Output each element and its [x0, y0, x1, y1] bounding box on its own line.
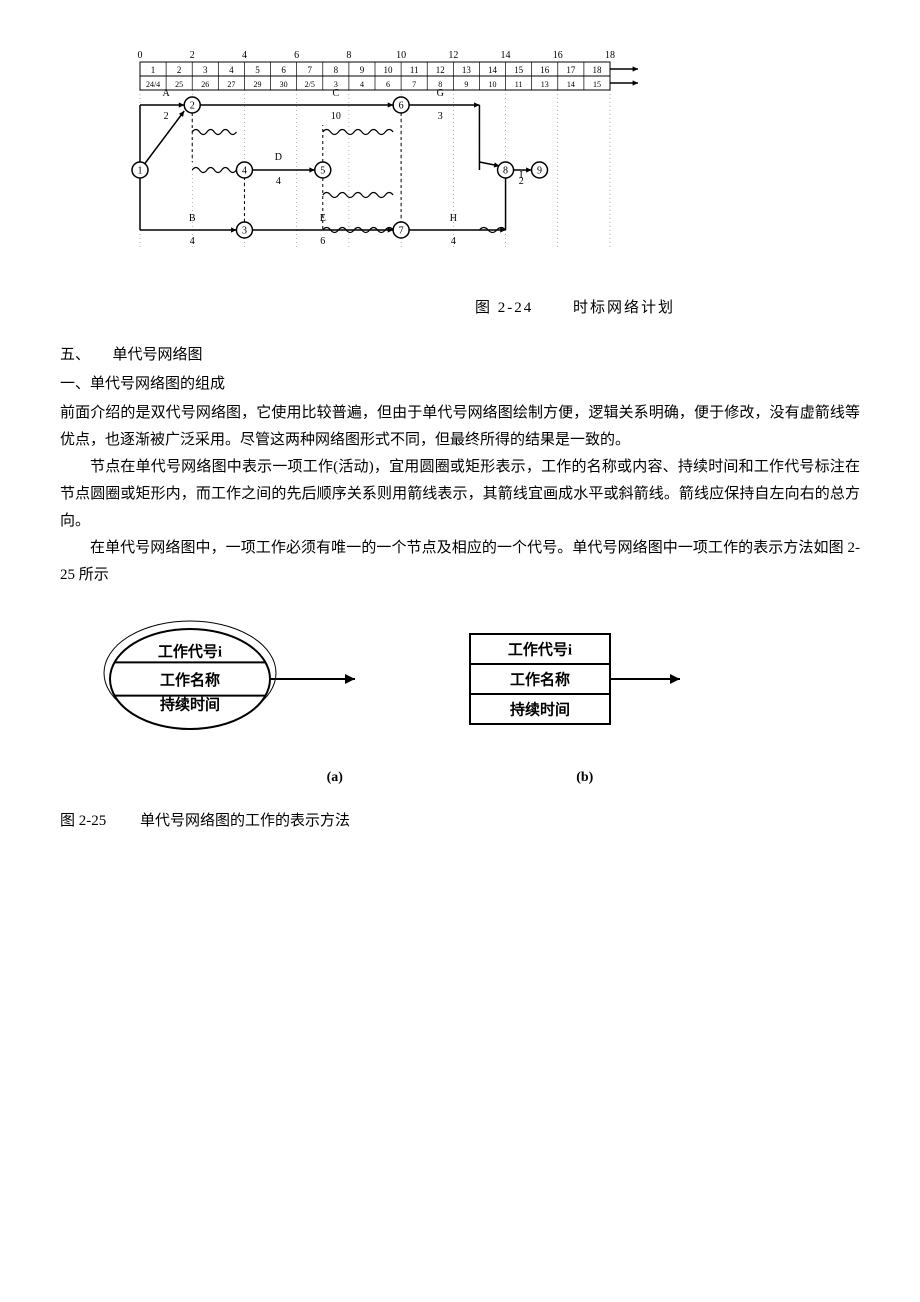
fig224-caption-prefix: 图 2-24: [475, 300, 533, 316]
fig224-svg: 0246810121416181234567891011121314151617…: [120, 50, 650, 285]
svg-text:29: 29: [254, 80, 262, 89]
svg-text:工作名称: 工作名称: [160, 671, 220, 689]
svg-text:3: 3: [242, 226, 247, 237]
svg-text:12: 12: [436, 65, 445, 75]
fig225-svg: 工作代号i 工作名称持续时间 工作代号i 工作名称持续时间: [60, 599, 680, 759]
svg-text:14: 14: [501, 50, 511, 61]
svg-text:18: 18: [605, 50, 615, 61]
svg-text:G: G: [437, 88, 444, 99]
svg-text:4: 4: [190, 236, 195, 247]
svg-text:2: 2: [190, 50, 195, 61]
svg-text:6: 6: [399, 101, 404, 112]
svg-text:2/5: 2/5: [305, 80, 315, 89]
svg-text:6: 6: [320, 236, 325, 247]
svg-text:10: 10: [331, 111, 341, 122]
svg-text:工作代号i: 工作代号i: [158, 642, 222, 660]
svg-text:9: 9: [537, 166, 542, 177]
svg-text:27: 27: [227, 80, 235, 89]
svg-text:4: 4: [229, 65, 234, 75]
fig224-caption: 图 2-24 时标网络计划: [290, 295, 860, 322]
svg-text:11: 11: [515, 80, 523, 89]
svg-text:工作代号i: 工作代号i: [508, 640, 572, 658]
fig225-caption-title: 单代号网络图的工作的表示方法: [140, 813, 350, 829]
svg-text:4: 4: [242, 50, 247, 61]
svg-text:16: 16: [540, 65, 550, 75]
heading-one: 一、单代号网络图的组成: [60, 371, 860, 398]
svg-text:6: 6: [294, 50, 299, 61]
svg-text:13: 13: [462, 65, 472, 75]
heading-five: 五、 单代号网络图: [60, 342, 860, 369]
svg-text:18: 18: [592, 65, 602, 75]
svg-text:10: 10: [396, 50, 406, 61]
svg-text:30: 30: [280, 80, 288, 89]
svg-text:2: 2: [519, 176, 524, 187]
fig224-caption-title: 时标网络计划: [573, 300, 675, 316]
figure-2-25: 工作代号i 工作名称持续时间 工作代号i 工作名称持续时间 (a) (b): [60, 599, 860, 790]
svg-text:17: 17: [566, 65, 576, 75]
svg-text:8: 8: [334, 65, 339, 75]
svg-text:4: 4: [242, 166, 247, 177]
svg-text:14: 14: [567, 80, 575, 89]
svg-text:7: 7: [412, 80, 416, 89]
svg-text:工作名称: 工作名称: [510, 670, 570, 688]
svg-text:6: 6: [386, 80, 390, 89]
svg-text:12: 12: [448, 50, 458, 61]
svg-text:9: 9: [360, 65, 365, 75]
svg-text:持续时间: 持续时间: [510, 700, 570, 718]
svg-text:C: C: [332, 88, 339, 99]
svg-text:0: 0: [138, 50, 143, 61]
fig225-caption: 图 2-25 单代号网络图的工作的表示方法: [60, 808, 860, 835]
svg-text:9: 9: [464, 80, 468, 89]
svg-text:15: 15: [593, 80, 601, 89]
svg-text:1: 1: [151, 65, 156, 75]
svg-text:2: 2: [190, 101, 195, 112]
svg-text:16: 16: [553, 50, 563, 61]
svg-text:2: 2: [164, 111, 169, 122]
svg-text:8: 8: [346, 50, 351, 61]
svg-text:5: 5: [255, 65, 260, 75]
para-1: 前面介绍的是双代号网络图，它使用比较普遍，但由于单代号网络图绘制方便，逻辑关系明…: [60, 400, 860, 454]
svg-text:3: 3: [203, 65, 208, 75]
figure-2-24: 0246810121416181234567891011121314151617…: [60, 50, 860, 285]
svg-text:7: 7: [399, 226, 404, 237]
svg-text:8: 8: [503, 166, 508, 177]
svg-text:持续时间: 持续时间: [160, 696, 220, 714]
svg-text:13: 13: [541, 80, 549, 89]
svg-text:7: 7: [307, 65, 312, 75]
svg-text:A: A: [162, 88, 170, 99]
svg-text:26: 26: [201, 80, 209, 89]
svg-text:10: 10: [384, 65, 394, 75]
para-2: 节点在单代号网络图中表示一项工作(活动)，宜用圆圈或矩形表示，工作的名称或内容、…: [60, 454, 860, 535]
svg-text:6: 6: [281, 65, 286, 75]
svg-text:15: 15: [514, 65, 524, 75]
para-3: 在单代号网络图中，一项工作必须有唯一的一个节点及相应的一个代号。单代号网络图中一…: [60, 535, 860, 589]
svg-text:B: B: [189, 213, 196, 224]
svg-text:E: E: [320, 213, 326, 224]
svg-text:25: 25: [175, 80, 183, 89]
svg-text:4: 4: [451, 236, 456, 247]
svg-text:1: 1: [138, 166, 143, 177]
svg-text:3: 3: [438, 111, 443, 122]
svg-text:4: 4: [360, 80, 364, 89]
fig225-caption-prefix: 图 2-25: [60, 813, 106, 829]
svg-text:H: H: [450, 213, 457, 224]
svg-text:2: 2: [177, 65, 182, 75]
fig225-label-b: (b): [576, 765, 593, 790]
fig225-label-a: (a): [327, 765, 343, 790]
svg-text:5: 5: [320, 166, 325, 177]
svg-text:14: 14: [488, 65, 498, 75]
svg-text:4: 4: [276, 176, 281, 187]
svg-text:24/4: 24/4: [146, 80, 160, 89]
svg-text:11: 11: [410, 65, 419, 75]
svg-text:D: D: [275, 152, 282, 163]
svg-text:10: 10: [489, 80, 497, 89]
